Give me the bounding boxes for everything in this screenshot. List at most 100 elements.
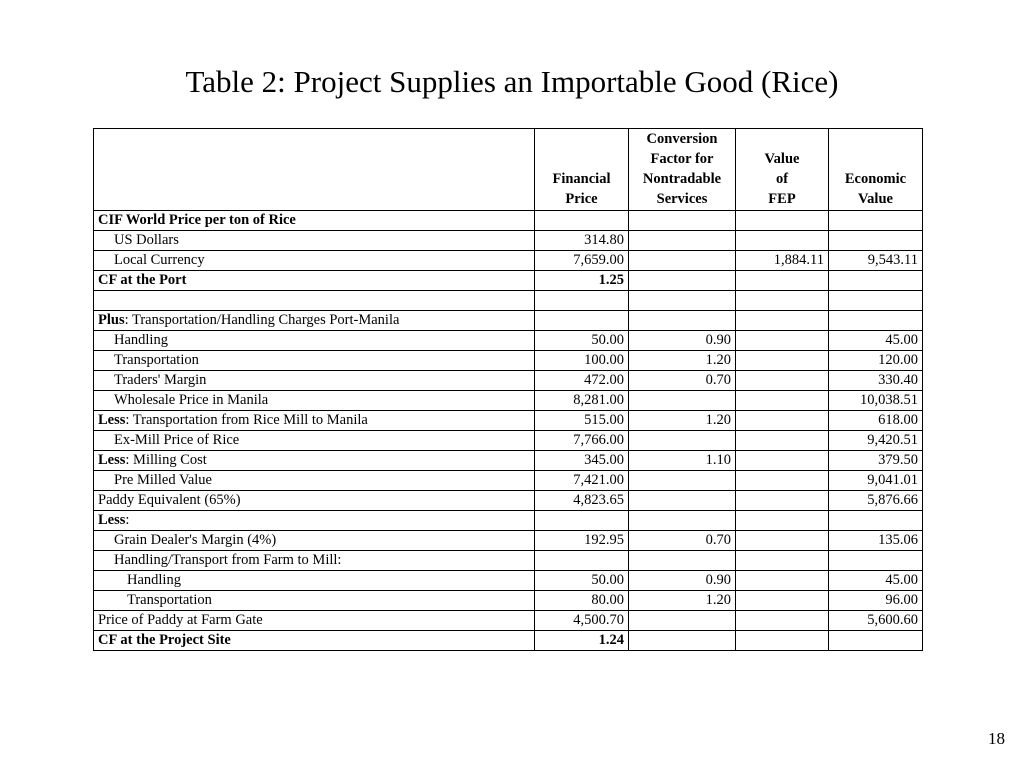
- header-conversion-factor: Conversion Factor for Nontradable Servic…: [628, 128, 736, 211]
- fep-value-cell: [735, 369, 829, 391]
- economic-value-cell: 9,543.11: [828, 250, 923, 271]
- header-item: [93, 128, 535, 211]
- financial-price-cell: [534, 549, 629, 571]
- fep-value-cell: [735, 569, 829, 591]
- conversion-factor-cell: [628, 250, 736, 271]
- table-row: Plus: Transportation/Handling Charges Po…: [93, 309, 923, 331]
- fep-value-cell: [735, 329, 829, 351]
- economic-value-cell: 45.00: [828, 329, 923, 351]
- row-label-text: Local Currency: [114, 252, 205, 268]
- row-label-cell: Transportation: [93, 349, 535, 371]
- table-row: Handling/Transport from Farm to Mill:: [93, 549, 923, 571]
- row-label-cell: US Dollars: [93, 230, 535, 251]
- financial-price-cell: [534, 509, 629, 531]
- fep-value-cell: [735, 409, 829, 431]
- fep-value-cell: [735, 469, 829, 491]
- financial-price-cell: 50.00: [534, 569, 629, 591]
- financial-price-cell: 7,659.00: [534, 250, 629, 271]
- financial-price-cell: 50.00: [534, 329, 629, 351]
- financial-price-cell: 472.00: [534, 369, 629, 391]
- row-label-text: : Milling Cost: [125, 451, 207, 468]
- fep-value-cell: [735, 529, 829, 551]
- economic-value-cell: 5,876.66: [828, 489, 923, 511]
- fep-value-cell: [735, 589, 829, 611]
- financial-price-cell: 515.00: [534, 409, 629, 431]
- row-label-cell: Paddy Equivalent (65%): [93, 489, 535, 511]
- fep-value-cell: 1,884.11: [735, 250, 829, 271]
- header-economic-value: Economic Value: [828, 128, 923, 211]
- table-row: Transportation 80.00 1.20 96.00: [93, 589, 923, 611]
- fep-value-cell: [735, 549, 829, 571]
- economic-value-cell: 135.06: [828, 529, 923, 551]
- table-row: Traders' Margin 472.00 0.70 330.40: [93, 369, 923, 391]
- conversion-factor-cell: [628, 309, 736, 331]
- conversion-factor-cell: 1.20: [628, 409, 736, 431]
- economic-value-cell: [828, 290, 923, 311]
- economic-value-cell: [828, 230, 923, 251]
- row-label-cell: CF at the Project Site: [93, 629, 535, 651]
- row-label-text: :: [125, 511, 130, 528]
- financial-price-cell: 80.00: [534, 589, 629, 611]
- row-label-text: Paddy Equivalent (65%): [98, 491, 241, 508]
- table-row: Less: Transportation from Rice Mill to M…: [93, 409, 923, 431]
- row-label-cell: Less:: [93, 509, 535, 531]
- conversion-factor-cell: 0.70: [628, 369, 736, 391]
- fep-value-cell: [735, 270, 829, 291]
- row-label-text: Handling: [127, 571, 181, 588]
- economic-value-cell: 618.00: [828, 409, 923, 431]
- row-label-text: Handling/Transport from Farm to Mill:: [114, 551, 342, 568]
- conversion-factor-cell: 1.20: [628, 589, 736, 611]
- table-row: Price of Paddy at Farm Gate 4,500.70 5,600…: [93, 609, 923, 631]
- row-label-cell: [93, 290, 535, 311]
- financial-price-cell: 8,281.00: [534, 389, 629, 411]
- fep-value-cell: [735, 389, 829, 411]
- row-label-text: Ex-Mill Price of Rice: [114, 431, 240, 448]
- table-row: CF at the Project Site 1.24: [93, 629, 923, 651]
- row-label-cell: CF at the Port: [93, 270, 535, 291]
- financial-price-cell: [534, 290, 629, 311]
- row-label-cell: Transportation: [93, 589, 535, 611]
- economic-value-cell: 45.00: [828, 569, 923, 591]
- fep-value-cell: [735, 429, 829, 451]
- row-label-cell: Ex-Mill Price of Rice: [93, 429, 535, 451]
- economic-value-cell: 379.50: [828, 449, 923, 471]
- fep-value-cell: [735, 230, 829, 251]
- row-label-cell: Wholesale Price in Manila: [93, 389, 535, 411]
- row-label-cell: Plus: Transportation/Handling Charges Po…: [93, 309, 535, 331]
- row-label-cell: Handling/Transport from Farm to Mill:: [93, 549, 535, 571]
- economic-value-cell: [828, 509, 923, 531]
- fep-value-cell: [735, 509, 829, 531]
- row-label-cell: CIF World Price per ton of Rice: [93, 210, 535, 231]
- table-row: US Dollars 314.80: [93, 230, 923, 251]
- row-label-keyword: Plus: [98, 311, 125, 328]
- table-body: CIF World Price per ton of Rice US Dollar…: [93, 210, 923, 651]
- conversion-factor-cell: [628, 549, 736, 571]
- table-row: CIF World Price per ton of Rice: [93, 210, 923, 231]
- row-label-text: : Transportation/Handling Charges Port-M…: [124, 311, 400, 328]
- conversion-factor-cell: [628, 389, 736, 411]
- fep-value-cell: [735, 449, 829, 471]
- financial-price-cell: 1.24: [534, 629, 629, 651]
- economic-value-cell: [828, 210, 923, 231]
- economic-value-cell: 330.40: [828, 369, 923, 391]
- conversion-factor-cell: [628, 489, 736, 511]
- row-label-cell: Traders' Margin: [93, 369, 535, 391]
- header-value-of-fep: Value of FEP: [735, 128, 829, 211]
- row-label-cell: Pre Milled Value: [93, 469, 535, 491]
- fep-value-cell: [735, 609, 829, 631]
- financial-price-cell: 314.80: [534, 230, 629, 251]
- row-label-text: Pre Milled Value: [114, 471, 212, 488]
- financial-price-cell: [534, 210, 629, 231]
- row-label-text: Grain Dealer's Margin (4%): [114, 531, 277, 548]
- conversion-factor-cell: [628, 609, 736, 631]
- economic-value-cell: 5,600.60: [828, 609, 923, 631]
- conversion-factor-cell: [628, 230, 736, 251]
- financial-price-cell: 192.95: [534, 529, 629, 551]
- economic-value-cell: [828, 629, 923, 651]
- table-row: Paddy Equivalent (65%) 4,823.65 5,876.66: [93, 489, 923, 511]
- financial-price-cell: 4,500.70: [534, 609, 629, 631]
- economic-value-cell: 10,038.51: [828, 389, 923, 411]
- row-label-cell: Less: Milling Cost: [93, 449, 535, 471]
- row-label-cell: Grain Dealer's Margin (4%): [93, 529, 535, 551]
- header-conversion-factor-label: Conversion Factor for Nontradable Servic…: [642, 131, 722, 207]
